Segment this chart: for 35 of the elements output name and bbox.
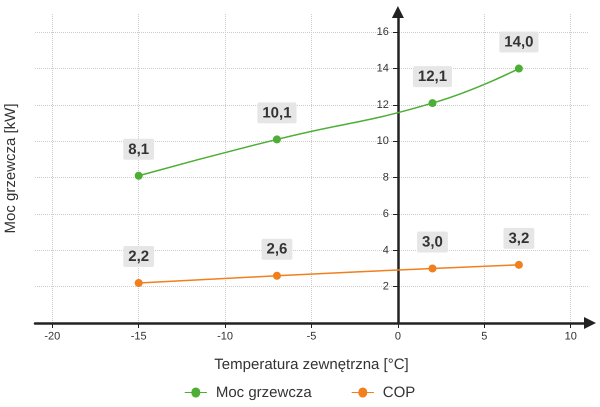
data-label: 2,6 <box>266 240 288 258</box>
y-tick-label: 14 <box>376 62 389 75</box>
point <box>134 279 143 288</box>
x-tick-label: 10 <box>564 330 577 342</box>
data-label: 3,2 <box>508 230 530 247</box>
point <box>272 135 281 144</box>
y-tick-label: 6 <box>382 208 389 220</box>
y-tick-label: 2 <box>382 280 389 293</box>
x-tick-label: 5 <box>481 330 488 342</box>
y-tick-label: 8 <box>382 172 389 184</box>
x-tick-label: 0 <box>394 330 401 342</box>
x-axis-title: Temperatura zewnętrzna [°C] <box>214 356 409 373</box>
y-tick-label: 16 <box>376 26 389 38</box>
point <box>514 64 523 73</box>
point <box>428 99 436 108</box>
y-tick-label: 12 <box>376 98 389 111</box>
data-label: 2,2 <box>128 248 150 266</box>
point <box>428 264 436 272</box>
legend-label: COP <box>382 384 416 401</box>
x-tick-label: -20 <box>44 330 60 342</box>
x-tick-label: -15 <box>130 330 147 342</box>
data-label: 8,1 <box>128 140 150 158</box>
x-tick-label: -10 <box>217 330 234 342</box>
data-label: 14,0 <box>504 34 534 51</box>
y-axis-title: Moc grzewcza [kW] <box>2 103 19 234</box>
data-label: 3,0 <box>422 233 443 250</box>
y-tick-label: 10 <box>376 135 389 148</box>
x-tick-label: -5 <box>306 330 316 342</box>
y-tick-label: 4 <box>382 244 389 256</box>
legend-label: Moc grzewcza <box>216 384 312 401</box>
data-label: 10,1 <box>262 104 292 122</box>
point <box>272 272 281 280</box>
point <box>134 172 143 180</box>
data-label: 12,1 <box>418 68 448 86</box>
point <box>514 260 523 269</box>
